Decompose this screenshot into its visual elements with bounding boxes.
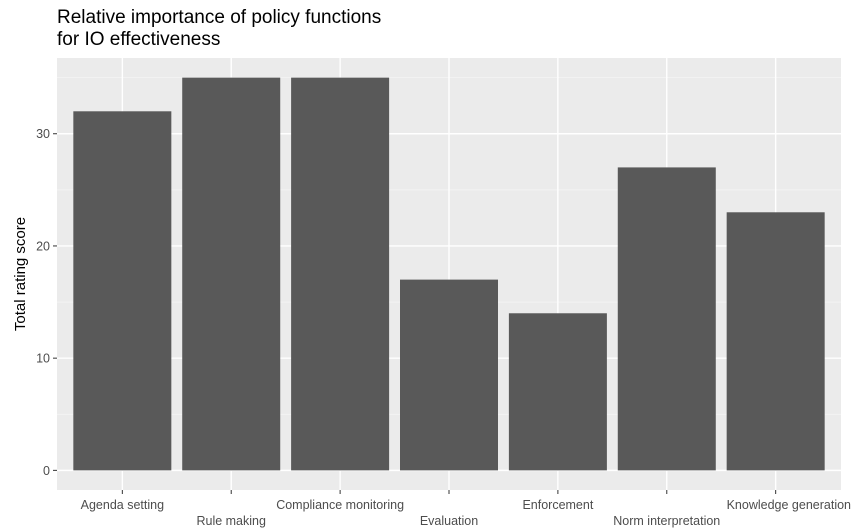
bar-norm-interpretation xyxy=(617,167,716,471)
bar-evaluation xyxy=(400,279,498,471)
bar-knowledge-generation xyxy=(726,212,825,471)
y-axis-title: Total rating score xyxy=(12,217,29,331)
y-axis: 0 10 20 30 xyxy=(36,127,57,478)
bar-rule-making xyxy=(182,77,281,471)
y-tick-label: 30 xyxy=(36,127,50,141)
chart-title-line-2: for IO effectiveness xyxy=(57,29,221,50)
x-tick-label: Enforcement xyxy=(522,498,593,512)
y-tick-label: 20 xyxy=(36,239,50,253)
chart-title-line-1: Relative importance of policy functions xyxy=(57,7,382,28)
bars xyxy=(73,77,825,471)
y-tick-label: 0 xyxy=(43,464,50,478)
chart-title: Relative importance of policy functions … xyxy=(57,7,381,51)
bar-enforcement xyxy=(508,313,607,471)
x-tick-label: Norm interpretation xyxy=(613,514,720,528)
x-tick-label: Compliance monitoring xyxy=(276,498,404,512)
x-tick-label: Agenda setting xyxy=(81,498,164,512)
y-tick-label: 10 xyxy=(36,352,50,366)
x-tick-label: Evaluation xyxy=(420,514,478,528)
x-axis: Agenda setting Rule making Compliance moni… xyxy=(81,490,851,528)
bar-agenda-setting xyxy=(73,111,172,471)
x-tick-label: Knowledge generation xyxy=(727,498,851,512)
x-tick-label: Rule making xyxy=(196,514,266,528)
bar-compliance-monitoring xyxy=(291,77,390,471)
